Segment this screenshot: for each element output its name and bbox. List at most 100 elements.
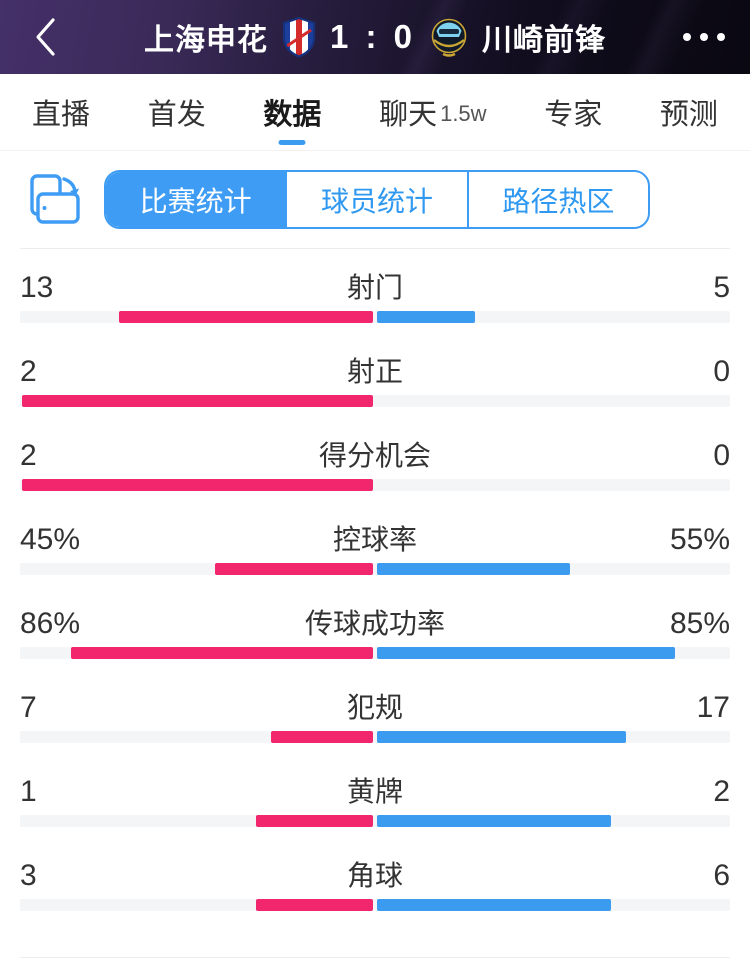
stat-row: 13 射门 5 [20, 249, 730, 333]
stat-bar-track [20, 815, 730, 827]
stat-label: 犯规 [346, 692, 403, 723]
away-bar [377, 815, 611, 827]
away-value: 2 [713, 775, 730, 808]
away-bar [377, 647, 675, 659]
stat-bar-track [20, 731, 730, 743]
stat-row: 1 黄牌 2 [20, 753, 730, 837]
stats-subtab-row: 比赛统计 球员统计 路径热区 [0, 151, 750, 248]
stat-label: 黄牌 [346, 776, 403, 807]
back-button[interactable] [0, 0, 92, 74]
home-bar [22, 479, 373, 491]
stat-label: 控球率 [332, 524, 417, 555]
away-value: 55% [669, 523, 730, 556]
stat-bar-track [20, 899, 730, 911]
tab-label: 直播 [32, 99, 91, 131]
tab-lineup[interactable]: 首发 [148, 74, 206, 151]
away-value: 0 [713, 439, 730, 472]
stat-row: 2 得分机会 0 [20, 417, 730, 501]
home-bar [271, 731, 373, 743]
home-bar [71, 647, 373, 659]
rotate-device-icon [30, 173, 80, 224]
segment-label: 路径热区 [502, 185, 615, 217]
segment-heatmap[interactable]: 路径热区 [466, 172, 648, 227]
home-team-logo [282, 16, 316, 58]
stat-label: 角球 [346, 860, 403, 891]
stat-bar-track [20, 395, 730, 407]
rotate-screen-button[interactable] [22, 170, 84, 230]
segment-player-stats[interactable]: 球员统计 [285, 172, 466, 227]
segment-match-stats[interactable]: 比赛统计 [106, 172, 286, 227]
stat-bar-track [20, 563, 730, 575]
stat-row-header: 45% 控球率 55% [20, 518, 730, 556]
dot-icon [700, 33, 708, 41]
tab-live[interactable]: 直播 [32, 74, 90, 151]
match-header: 上海申花 1 : 0 川崎前锋 [0, 0, 750, 74]
away-team-logo [431, 18, 467, 57]
away-bar [377, 731, 626, 743]
chevron-left-icon [36, 18, 55, 56]
away-bar [377, 899, 611, 911]
segment-label: 比赛统计 [139, 185, 252, 217]
match-title: 上海申花 1 : 0 川崎前锋 [92, 15, 658, 59]
home-value: 3 [20, 859, 37, 892]
away-value: 0 [713, 355, 730, 388]
stats-segmented-control: 比赛统计 球员统计 路径热区 [104, 170, 650, 229]
stat-row: 45% 控球率 55% [20, 501, 730, 585]
home-team-name: 上海申花 [143, 24, 268, 57]
tab-chat[interactable]: 聊天 1.5w [379, 74, 487, 151]
stat-row: 3 角球 6 [20, 837, 730, 921]
stat-label: 得分机会 [318, 440, 431, 471]
away-value: 5 [713, 271, 730, 304]
away-value: 17 [696, 691, 730, 724]
dot-icon [717, 33, 725, 41]
stat-row-header: 2 射正 0 [20, 350, 730, 388]
tab-label: 专家 [544, 99, 603, 131]
stat-row: 7 犯规 17 [20, 669, 730, 753]
home-value: 13 [20, 271, 54, 304]
tab-label: 聊天 [379, 99, 438, 131]
home-bar [256, 815, 373, 827]
tab-label: 预测 [659, 99, 718, 131]
bottom-divider [20, 957, 730, 958]
home-bar [119, 311, 373, 323]
stat-row: 2 射正 0 [20, 333, 730, 417]
away-bar [377, 311, 475, 323]
home-bar [215, 563, 373, 575]
away-value: 6 [713, 859, 730, 892]
home-value: 2 [20, 439, 37, 472]
home-bar [22, 395, 373, 407]
home-value: 7 [20, 691, 37, 724]
home-value: 45% [20, 523, 81, 556]
tab-expert[interactable]: 专家 [544, 74, 602, 151]
home-value: 86% [20, 607, 81, 640]
away-value: 85% [669, 607, 730, 640]
away-team-name: 川崎前锋 [482, 24, 607, 57]
stat-row-header: 86% 传球成功率 85% [20, 602, 730, 640]
dot-icon [683, 33, 691, 41]
stat-bar-track [20, 647, 730, 659]
home-value: 1 [20, 775, 37, 808]
stat-row-header: 7 犯规 17 [20, 686, 730, 724]
away-bar [377, 563, 570, 575]
stat-bar-track [20, 311, 730, 323]
more-menu-button[interactable] [658, 0, 750, 74]
tab-predict[interactable]: 预测 [660, 74, 718, 151]
stat-row-header: 13 射门 5 [20, 266, 730, 304]
segment-label: 球员统计 [320, 185, 433, 217]
stat-row-header: 2 得分机会 0 [20, 434, 730, 472]
tab-label: 首发 [147, 99, 206, 131]
tab-label: 数据 [263, 99, 322, 131]
stat-row: 86% 传球成功率 85% [20, 585, 730, 669]
home-value: 2 [20, 355, 37, 388]
main-tabbar: 直播 首发 数据 聊天 1.5w 专家 预测 [0, 74, 750, 151]
score: 1 : 0 [329, 18, 417, 55]
tab-data[interactable]: 数据 [263, 74, 321, 151]
stat-bar-track [20, 479, 730, 491]
section-divider [20, 248, 730, 249]
stats-list: 13 射门 5 2 射正 0 2 得分机会 0 45% 控球率 55% 86% 传球成功率 85% 7 犯规 17… [0, 249, 750, 921]
home-bar [256, 899, 373, 911]
stat-label: 射正 [346, 356, 403, 387]
active-tab-indicator [278, 139, 306, 145]
stat-row-header: 1 黄牌 2 [20, 770, 730, 808]
stat-label: 射门 [346, 272, 403, 303]
